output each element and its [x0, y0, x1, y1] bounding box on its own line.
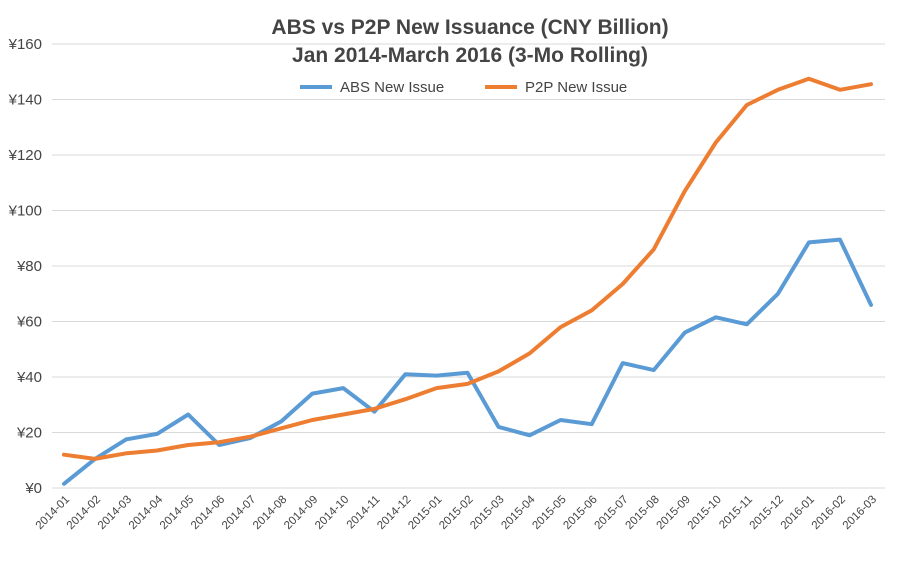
- x-axis-labels: 2014-012014-022014-032014-042014-052014-…: [34, 493, 879, 532]
- gridlines: [52, 43, 885, 489]
- chart-subtitle: Jan 2014-March 2016 (3-Mo Rolling): [292, 44, 648, 67]
- y-tick-label: ¥0: [24, 480, 42, 497]
- y-tick-label: ¥160: [8, 36, 42, 53]
- legend-label-p2p: P2P New Issue: [525, 79, 627, 96]
- y-tick-label: ¥140: [8, 92, 42, 109]
- y-axis-labels: ¥0 ¥20 ¥40 ¥60 ¥80 ¥100 ¥120 ¥140 ¥160: [8, 36, 42, 497]
- y-tick-label: ¥40: [16, 369, 42, 386]
- y-tick-label: ¥100: [8, 203, 42, 220]
- y-tick-label: ¥60: [16, 314, 42, 331]
- legend: ABS New Issue P2P New Issue: [300, 79, 627, 96]
- y-tick-label: ¥80: [16, 258, 42, 275]
- x-tick-label: 2014-10: [313, 494, 351, 532]
- x-tick-label: 2015-10: [686, 494, 724, 532]
- legend-label-abs: ABS New Issue: [340, 79, 444, 96]
- series-lines: [62, 76, 873, 486]
- y-tick-label: ¥120: [8, 147, 42, 164]
- y-tick-label: ¥20: [16, 425, 42, 442]
- chart-title: ABS vs P2P New Issuance (CNY Billion): [271, 16, 668, 39]
- series-line-p2p: [62, 76, 873, 461]
- x-tick-label: 2016-03: [841, 494, 879, 532]
